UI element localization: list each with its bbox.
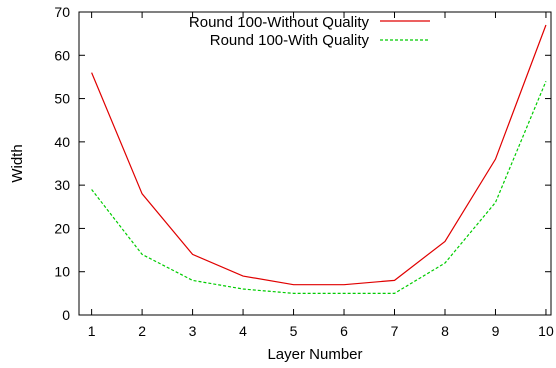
x-tick-label: 7 [391, 323, 399, 339]
series-layer [91, 24, 547, 294]
y-tick-label: 50 [54, 91, 70, 107]
y-tick-label: 0 [62, 307, 70, 323]
plot-frame [78, 11, 552, 316]
x-tick-label: 9 [492, 323, 500, 339]
x-tick-label: 3 [189, 323, 197, 339]
y-tick-label: 20 [54, 220, 70, 236]
y-tick-label: 30 [54, 177, 70, 193]
x-tick-label: 2 [138, 323, 146, 339]
x-tick-label: 10 [538, 323, 554, 339]
series-line-1 [91, 24, 547, 286]
x-tick-label: 6 [340, 323, 348, 339]
y-axis-title: Width [9, 144, 26, 182]
x-tick-label: 8 [441, 323, 449, 339]
y-tick-label: 10 [54, 264, 70, 280]
x-axis-title: Layer Number [267, 346, 362, 363]
x-tick-label: 1 [88, 323, 96, 339]
y-tick-label: 60 [54, 47, 70, 63]
axis-ticks: 1 2 3 4 5 6 7 8 9 10 0 10 20 30 40 50 60 70 [54, 4, 554, 339]
x-tick-label: 4 [239, 323, 247, 339]
y-tick-label: 40 [54, 134, 70, 150]
y-tick-label: 70 [54, 4, 70, 20]
series-line-2 [91, 81, 547, 294]
legend-label-1: Round 100-Without Quality [189, 14, 370, 31]
x-tick-label: 5 [290, 323, 298, 339]
legend-label-2: Round 100-With Quality [210, 32, 370, 49]
